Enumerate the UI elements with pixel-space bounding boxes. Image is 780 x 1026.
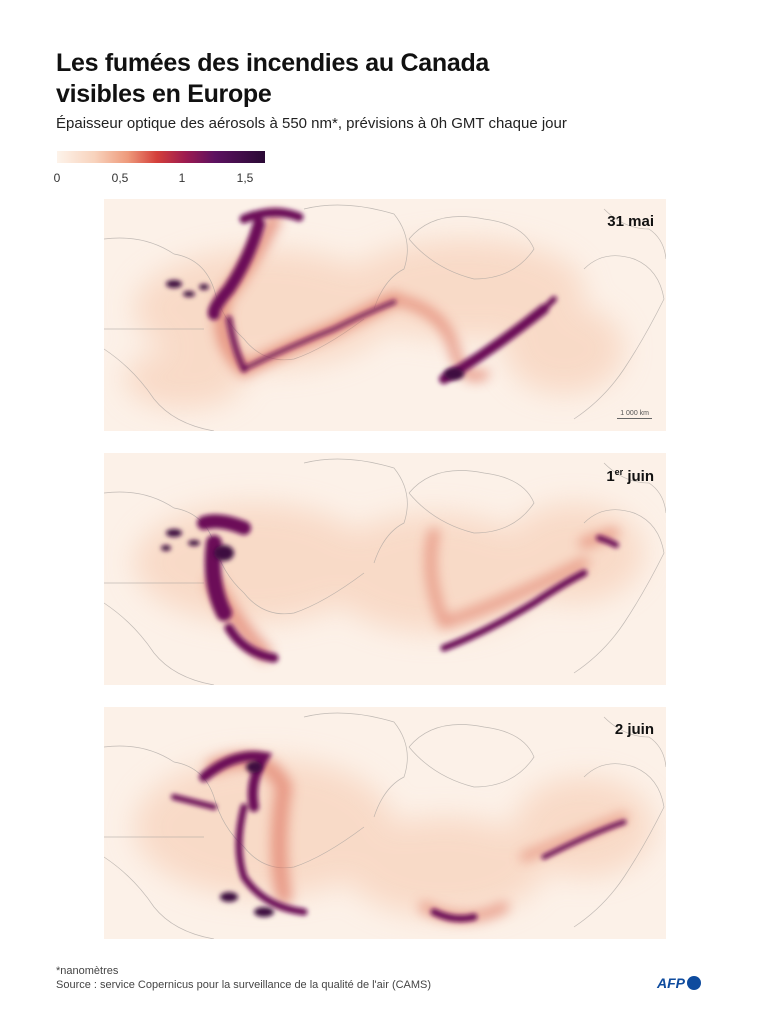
smoke-patches-dense xyxy=(220,761,274,917)
afp-logo-text: AFP xyxy=(657,975,685,991)
smoke-patches-dense xyxy=(166,280,464,380)
footnote-units: *nanomètres xyxy=(56,965,119,977)
map-date-label: 1er juin xyxy=(606,467,654,485)
scale-label-1-5: 1,5 xyxy=(236,171,254,185)
light-haze-layer xyxy=(124,239,624,409)
scale-label-1: 1 xyxy=(178,171,186,185)
coastline-outlines xyxy=(104,712,666,939)
map-scale-label: 1 000 km xyxy=(617,410,652,419)
source-credit: Source : service Copernicus pour la surv… xyxy=(56,979,432,991)
color-scale-bar xyxy=(57,151,265,163)
map-date-label: 31 mai xyxy=(607,213,654,230)
smoke-plume-dense xyxy=(171,751,627,923)
afp-logo: AFP xyxy=(657,975,701,991)
map-panel-1-juin: 1er juin xyxy=(104,453,666,685)
smoke-patches-dense xyxy=(161,529,234,561)
title-line-1: Les fumées des incendies au Canada xyxy=(56,49,490,77)
title-line-2: visibles en Europe xyxy=(56,80,272,108)
date-text: 31 mai xyxy=(607,213,654,230)
afp-logo-dot-icon xyxy=(687,976,701,990)
coastline-outlines xyxy=(104,458,666,685)
scale-label-0-5: 0,5 xyxy=(111,171,129,185)
map-panel-2-juin: 2 juin xyxy=(104,707,666,939)
scale-label-0: 0 xyxy=(53,171,61,185)
smoke-map-31-mai xyxy=(104,204,666,431)
smoke-map-1-juin xyxy=(104,458,666,685)
map-panel-31-mai: 31 mai 1 000 km xyxy=(104,199,666,431)
date-text-suffix: juin xyxy=(623,468,654,485)
page-subtitle: Épaisseur optique des aérosols à 550 nm*… xyxy=(56,115,567,132)
map-date-label: 2 juin xyxy=(615,721,654,738)
smoke-plume-dense xyxy=(197,514,619,663)
date-superscript: er xyxy=(614,467,624,477)
date-text: 1 xyxy=(606,468,615,485)
smoke-map-2-juin xyxy=(104,712,666,939)
date-text: 2 juin xyxy=(614,721,654,738)
page-title: Les fumées des incendies au Canada visib… xyxy=(56,48,489,110)
footnotes: *nanomètres Source : service Copernicus … xyxy=(56,964,431,992)
